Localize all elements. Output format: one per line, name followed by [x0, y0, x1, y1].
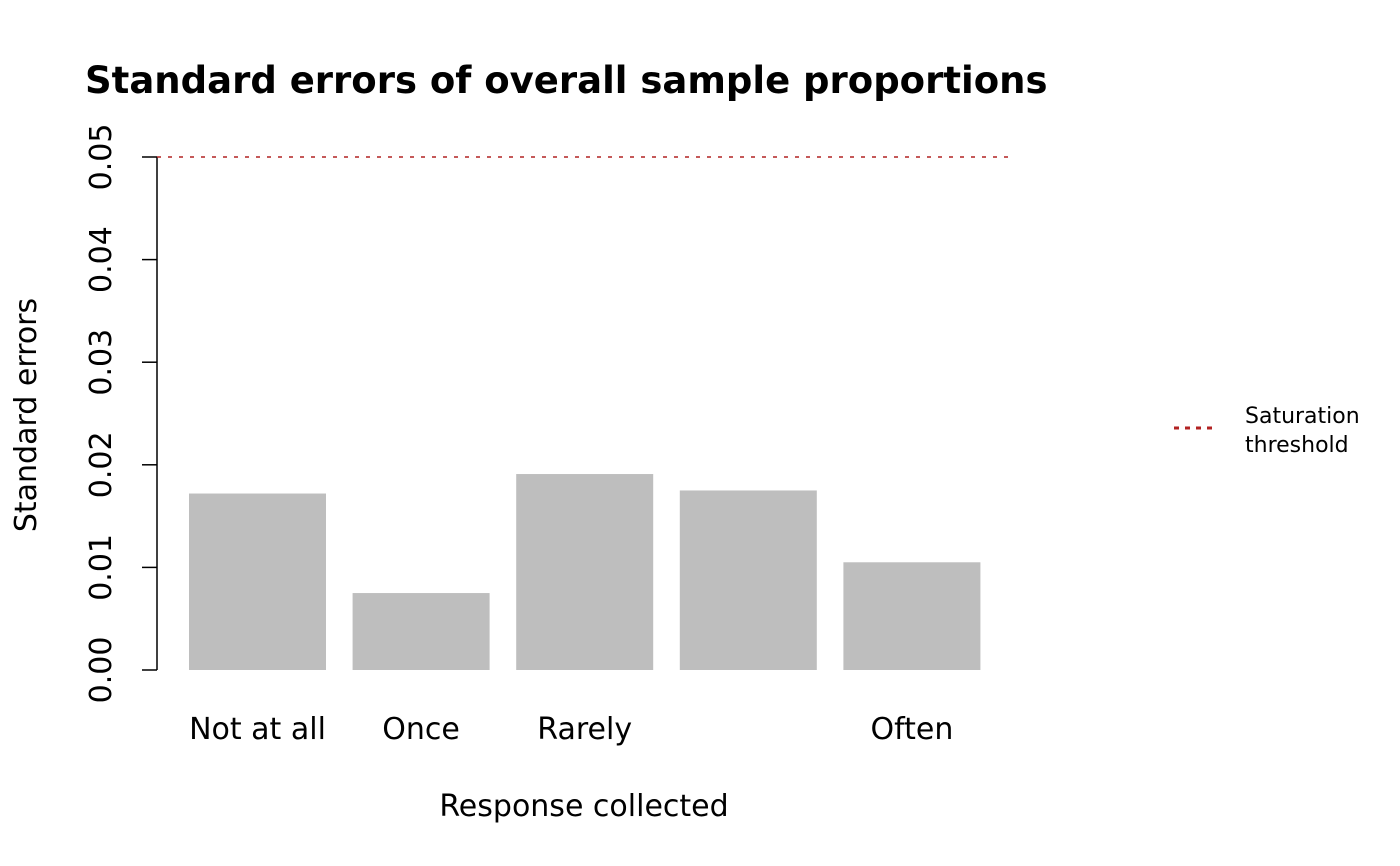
bar: [843, 562, 981, 670]
x-category-label: Once: [382, 712, 460, 747]
y-tick-label: 0.04: [84, 226, 119, 293]
bar: [516, 474, 654, 670]
y-tick-label: 0.03: [84, 329, 119, 396]
x-category-label: Not at all: [189, 712, 326, 747]
legend-label-line2: threshold: [1245, 433, 1349, 458]
x-category-label: Often: [870, 712, 953, 747]
bar: [679, 490, 817, 670]
legend-label-line1: Saturation: [1245, 404, 1360, 429]
bars-group: [189, 474, 981, 670]
y-tick-label: 0.00: [84, 637, 119, 704]
chart-title: Standard errors of overall sample propor…: [85, 59, 1048, 102]
y-tick-label: 0.05: [84, 124, 119, 191]
x-category-label: Rarely: [537, 712, 632, 747]
bar: [352, 593, 490, 670]
category-labels: Not at all Once Rarely Often: [189, 712, 953, 747]
y-axis: 0.00 0.01 0.02 0.03 0.04 0.05: [84, 124, 158, 704]
legend: Saturation threshold: [1174, 404, 1360, 458]
y-tick-label: 0.01: [84, 534, 119, 601]
y-tick-label: 0.02: [84, 431, 119, 498]
bar: [189, 493, 326, 670]
x-axis-label: Response collected: [439, 789, 728, 824]
y-axis-label: Standard errors: [9, 298, 44, 532]
